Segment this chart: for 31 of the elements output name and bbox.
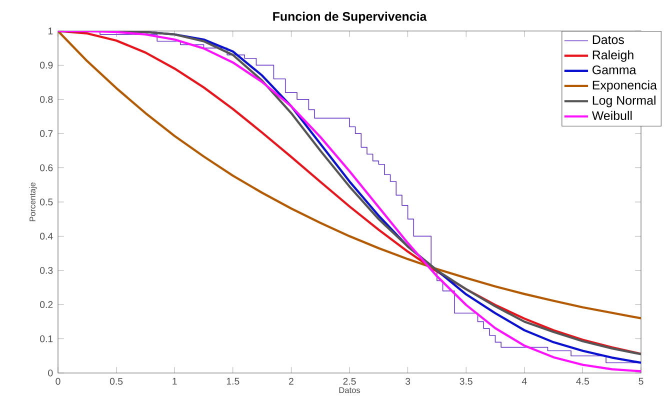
y-tick-label: 0 xyxy=(48,370,53,376)
y-tick-label: 0.7 xyxy=(40,130,53,138)
x-tick-label: 4.5 xyxy=(576,378,590,385)
x-tick-label: 0 xyxy=(56,378,60,385)
legend-label: Weibull xyxy=(592,110,632,120)
x-tick-label: 2.5 xyxy=(343,378,356,385)
y-tick-label: 0.1 xyxy=(40,335,53,342)
legend-label: Raleigh xyxy=(592,50,634,62)
x-tick-label: 3 xyxy=(405,378,410,385)
y-tick-label: 0.3 xyxy=(40,266,53,274)
x-tick-label: 1.5 xyxy=(226,378,240,385)
legend-label: Datos xyxy=(592,35,624,44)
x-tick-label: 2 xyxy=(288,378,294,385)
legend-label: Exponencia xyxy=(592,80,657,92)
x-tick-label: 1 xyxy=(172,378,177,385)
y-tick-label: 0.4 xyxy=(40,232,53,240)
y-tick-label: 0.9 xyxy=(40,62,53,69)
x-tick-label: 5 xyxy=(638,378,644,385)
x-axis-title: Datos xyxy=(339,387,360,394)
y-tick-label: 0.8 xyxy=(40,96,53,103)
y-tick-label: 0.2 xyxy=(40,301,53,308)
chart-title: Funcion de Supervivencia xyxy=(273,12,427,24)
x-tick-label: 3.5 xyxy=(460,378,472,385)
x-tick-label: 0.5 xyxy=(110,378,123,385)
legend-label: Log Normal xyxy=(592,96,656,108)
y-tick-label: 0.5 xyxy=(40,198,53,206)
legend-label: Gamma xyxy=(592,65,636,74)
x-tick-label: 4 xyxy=(522,378,527,385)
y-tick-label: 1 xyxy=(48,28,53,34)
y-tick-label: 0.6 xyxy=(40,164,53,172)
y-axis-title: Porcentaje xyxy=(29,182,38,222)
